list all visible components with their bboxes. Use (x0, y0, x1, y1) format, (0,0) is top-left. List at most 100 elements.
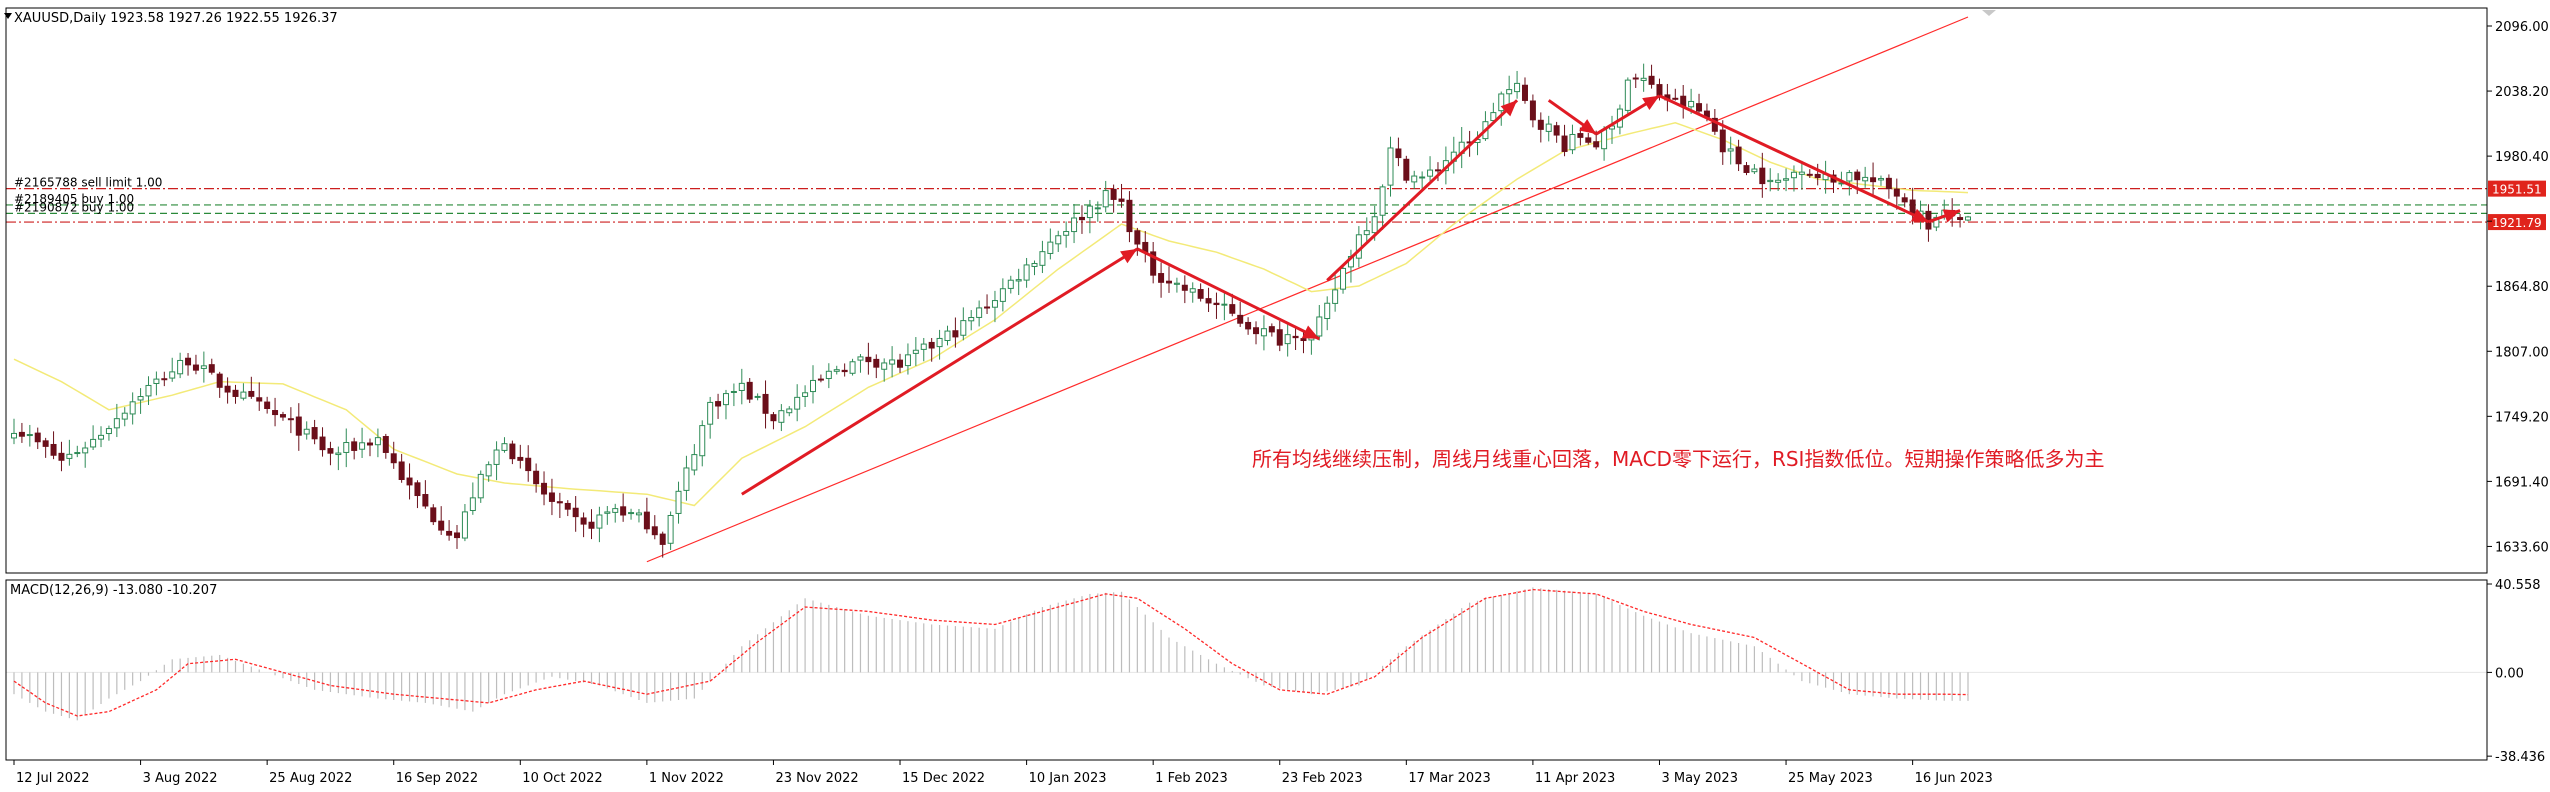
candle[interactable] (1506, 75, 1513, 109)
candle[interactable] (493, 441, 500, 481)
candle[interactable] (1759, 152, 1766, 198)
candle[interactable] (1324, 296, 1331, 331)
candle[interactable] (968, 310, 975, 331)
candle[interactable] (1126, 191, 1133, 243)
candle[interactable] (1118, 183, 1125, 208)
candle[interactable] (730, 383, 737, 407)
candle[interactable] (509, 440, 516, 465)
candle[interactable] (533, 463, 540, 493)
candle[interactable] (1846, 170, 1853, 196)
candle[interactable] (1521, 77, 1528, 104)
candle[interactable] (161, 371, 168, 387)
candle[interactable] (446, 520, 453, 541)
candle[interactable] (1134, 227, 1141, 256)
trend-arrow[interactable] (1927, 209, 1961, 224)
candle[interactable] (991, 290, 998, 323)
candle[interactable] (1395, 137, 1402, 167)
candle[interactable] (50, 431, 57, 460)
candle[interactable] (762, 380, 769, 429)
candle[interactable] (1877, 175, 1884, 186)
candle[interactable] (129, 392, 136, 425)
triangle-down-icon[interactable] (4, 13, 12, 19)
candle[interactable] (137, 388, 144, 414)
candle[interactable] (1078, 205, 1085, 234)
candle[interactable] (849, 358, 856, 376)
candle[interactable] (1806, 169, 1813, 178)
candle[interactable] (1268, 323, 1275, 337)
candle[interactable] (1434, 162, 1441, 182)
candle[interactable] (904, 343, 911, 375)
candle[interactable] (248, 376, 255, 399)
candle[interactable] (715, 393, 722, 419)
candle[interactable] (153, 371, 160, 396)
candle[interactable] (1189, 282, 1196, 303)
candle[interactable] (1672, 88, 1679, 101)
trend-arrow[interactable] (741, 247, 1139, 496)
trend-arrow[interactable] (1658, 94, 1930, 224)
candle[interactable] (1403, 155, 1410, 184)
candle[interactable] (185, 353, 192, 376)
candle[interactable] (746, 378, 753, 404)
candle[interactable] (1316, 304, 1323, 341)
candle[interactable] (952, 317, 959, 348)
candle[interactable] (897, 353, 904, 373)
candle[interactable] (1094, 201, 1101, 222)
candle[interactable] (556, 492, 563, 518)
candle[interactable] (1071, 204, 1078, 244)
candle[interactable] (1885, 174, 1892, 199)
candle[interactable] (1284, 322, 1291, 357)
candle[interactable] (1751, 164, 1758, 175)
candle[interactable] (999, 278, 1006, 312)
candle[interactable] (738, 368, 745, 405)
candle[interactable] (1332, 274, 1339, 312)
candle[interactable] (1427, 156, 1434, 181)
candle[interactable] (1719, 120, 1726, 165)
candle[interactable] (1110, 184, 1117, 213)
candle[interactable] (1102, 180, 1109, 213)
candle[interactable] (1624, 77, 1631, 115)
trend-arrow[interactable] (1595, 94, 1661, 136)
candle[interactable] (303, 421, 310, 440)
candle[interactable] (359, 427, 366, 458)
candle[interactable] (1696, 93, 1703, 114)
candle[interactable] (18, 422, 25, 443)
candle[interactable] (1173, 277, 1180, 293)
candle[interactable] (976, 300, 983, 327)
candle[interactable] (177, 352, 184, 379)
candle[interactable] (1498, 91, 1505, 126)
macd-panel[interactable] (6, 587, 2487, 721)
candle[interactable] (200, 351, 207, 383)
candle[interactable] (1870, 162, 1877, 195)
trend-arrow[interactable] (1136, 247, 1320, 341)
candle[interactable] (707, 396, 714, 439)
candle[interactable] (192, 354, 199, 375)
candle[interactable] (1300, 330, 1307, 354)
candle[interactable] (1514, 70, 1521, 99)
candle[interactable] (422, 480, 429, 509)
candle[interactable] (754, 393, 761, 401)
candle[interactable] (351, 437, 358, 460)
candle[interactable] (1490, 102, 1497, 124)
candle[interactable] (374, 428, 381, 458)
candle[interactable] (588, 509, 595, 540)
candle[interactable] (1221, 290, 1228, 321)
candle[interactable] (461, 504, 468, 542)
candle[interactable] (1790, 165, 1797, 192)
candle[interactable] (920, 337, 927, 362)
candle[interactable] (1205, 287, 1212, 313)
candle[interactable] (1569, 124, 1576, 155)
candle[interactable] (596, 506, 603, 543)
candle[interactable] (485, 461, 492, 482)
candle[interactable] (817, 374, 824, 383)
candle[interactable] (398, 453, 405, 483)
candle[interactable] (778, 404, 785, 432)
candle[interactable] (1743, 162, 1750, 176)
candle[interactable] (1735, 139, 1742, 172)
candle[interactable] (881, 358, 888, 382)
candle[interactable] (564, 500, 571, 517)
candle[interactable] (11, 418, 17, 445)
candle[interactable] (34, 427, 41, 450)
candle[interactable] (1245, 317, 1252, 335)
candle[interactable] (1957, 214, 1964, 228)
